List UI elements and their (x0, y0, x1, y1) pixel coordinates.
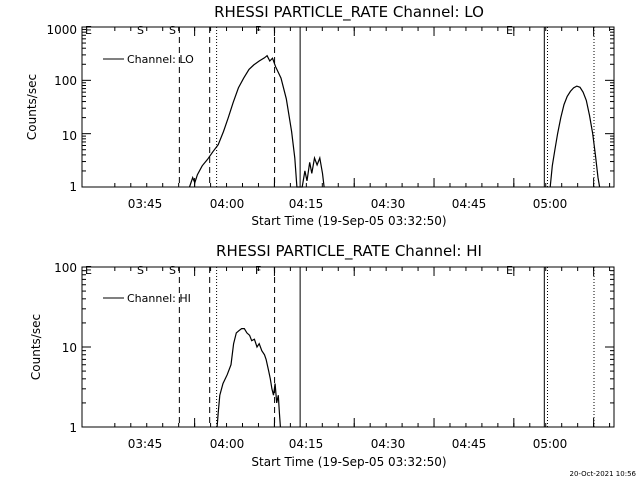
marker-label: S (137, 264, 144, 277)
y-axis-label: Counts/sec (29, 314, 43, 380)
timestamp-stamp: 20-Oct-2021 10:56 (570, 470, 637, 478)
legend: Channel: HI (103, 292, 191, 305)
x-tick-label: 04:00 (210, 197, 245, 211)
x-tick-label: 05:00 (533, 437, 568, 451)
chart-title: RHESSI PARTICLE_RATE Channel: HI (216, 242, 482, 261)
y-tick-labels: 1000 100 10 1 (46, 23, 77, 194)
legend-label: Channel: LO (127, 53, 194, 66)
plot-area-hi (81, 266, 615, 428)
plot-frame (81, 26, 615, 188)
plot-area-lo (81, 26, 615, 188)
legend: Channel: LO (103, 53, 194, 66)
x-tick-labels: 03:45 04:00 04:15 04:30 04:45 05:00 (128, 437, 568, 451)
y-tick-labels: 100 10 1 (54, 261, 77, 435)
x-tick-label: 04:00 (210, 437, 245, 451)
x-tick-label: 04:45 (452, 197, 487, 211)
x-axis-label: Start Time (19-Sep-05 03:32:50) (251, 214, 446, 228)
x-tick-label: 05:00 (533, 197, 568, 211)
x-tick-label: 04:45 (452, 437, 487, 451)
y-tick-label: 1 (69, 180, 77, 194)
x-tick-label: 04:30 (371, 437, 406, 451)
marker-label: S (137, 24, 144, 37)
y-tick-label: 100 (54, 74, 77, 88)
panel-hi: RHESSI PARTICLE_RATE Channel: HI Counts/… (29, 242, 615, 469)
y-axis-label: Counts/sec (25, 74, 39, 140)
marker-label: E (85, 264, 92, 277)
marker-label: E (506, 264, 513, 277)
marker-label: S (169, 264, 176, 277)
x-tick-label: 04:15 (289, 437, 324, 451)
x-axis-label: Start Time (19-Sep-05 03:32:50) (251, 455, 446, 469)
marker-label: S (169, 24, 176, 37)
x-tick-labels: 03:45 04:00 04:15 04:30 04:45 05:00 (128, 197, 568, 211)
chart-title: RHESSI PARTICLE_RATE Channel: LO (214, 3, 484, 22)
marker-label: E (506, 24, 513, 37)
x-tick-label: 04:30 (371, 197, 406, 211)
y-tick-label: 1000 (46, 23, 77, 37)
y-tick-label: 10 (62, 341, 77, 355)
y-tick-label: 100 (54, 261, 77, 275)
x-tick-label: 03:45 (128, 197, 163, 211)
marker-label: E (85, 24, 92, 37)
event-marker-labels: E S S F E (85, 24, 513, 37)
legend-label: Channel: HI (127, 292, 191, 305)
plot-frame (81, 266, 615, 428)
series-line (549, 85, 601, 188)
panel-lo: RHESSI PARTICLE_RATE Channel: LO Counts/… (25, 3, 615, 228)
series-line (188, 54, 325, 188)
series-line (216, 328, 281, 428)
y-tick-label: 1 (69, 421, 77, 435)
x-tick-label: 03:45 (128, 437, 163, 451)
x-tick-label: 04:15 (289, 197, 324, 211)
event-marker-labels: E S S F E (85, 264, 513, 277)
y-tick-label: 10 (62, 129, 77, 143)
